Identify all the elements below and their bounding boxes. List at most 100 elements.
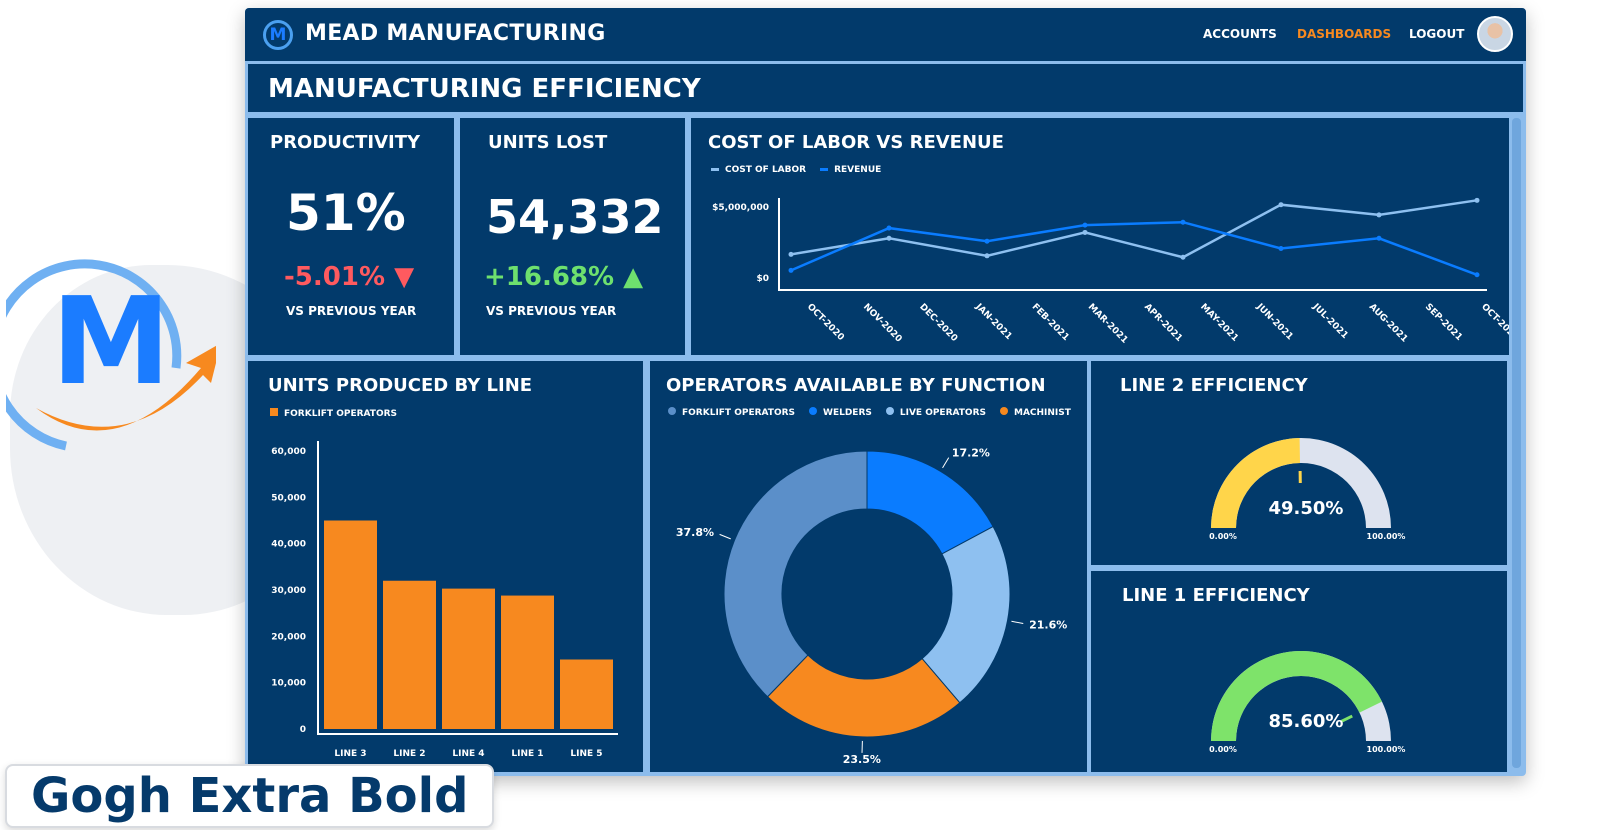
data-point (1376, 212, 1382, 218)
nav-logout[interactable]: LOGOUT (1409, 27, 1465, 41)
series-line (790, 220, 1478, 276)
y-tick-label: $5,000,000 (712, 203, 769, 213)
line1-efficiency-card: LINE 1 EFFICIENCY 85.60% 0.00% 100.00% (1091, 571, 1507, 772)
data-point (1082, 229, 1088, 235)
gauge: 85.60% 0.00% 100.00% (1209, 651, 1405, 754)
y-tick-label: 0 (300, 725, 306, 735)
data-point (1180, 219, 1186, 225)
legend-item: FORKLIFT OPERATORS (270, 408, 397, 419)
card-title: PRODUCTIVITY (270, 132, 421, 153)
comparison-caption: VS PREVIOUS YEAR (486, 304, 617, 318)
axis-line (778, 198, 1487, 291)
brand-logo-icon: M (263, 20, 293, 50)
x-tick-label: DEC-2020 (917, 302, 959, 344)
x-tick-label: AUG-2021 (1367, 302, 1410, 345)
x-tick-label: JUL-2021 (1310, 301, 1350, 341)
data-point (886, 225, 892, 231)
chart-legend: FORKLIFT OPERATORS (270, 408, 397, 419)
svg-text:M: M (51, 273, 170, 412)
x-tick-label: MAR-2021 (1086, 302, 1130, 346)
donut-slice (766, 654, 961, 738)
gauge-fill (1211, 651, 1382, 741)
data-point (1474, 272, 1480, 278)
axis-line (317, 441, 618, 735)
triangle-down-icon: ▼ (394, 262, 415, 292)
data-point (1082, 222, 1088, 228)
gauge-value: 49.50% (1269, 498, 1344, 519)
y-tick-label: 30,000 (271, 586, 306, 596)
legend-item: LIVE OPERATORS (885, 407, 986, 418)
data-point (984, 238, 990, 244)
x-tick-label: LINE 1 (511, 749, 543, 759)
bar (442, 588, 495, 729)
chart-legend: FORKLIFT OPERATORS WELDERS LIVE OPERATORS M… (668, 407, 1071, 418)
x-tick-label: SEP-2021 (1423, 302, 1464, 343)
donut-slice (921, 525, 1011, 704)
x-tick-label: JUN-2021 (1254, 301, 1295, 342)
bar (501, 595, 554, 729)
productivity-value: 51% (286, 184, 406, 242)
card-title: COST OF LABOR VS REVENUE (708, 132, 1004, 153)
data-point (1474, 197, 1480, 203)
page-title: MANUFACTURING EFFICIENCY (268, 74, 701, 104)
data-point (788, 267, 794, 273)
bar (560, 659, 613, 729)
nav-accounts[interactable]: ACCOUNTS (1203, 27, 1277, 41)
gauge: 49.50% 0.00% 100.00% (1209, 438, 1406, 541)
data-point (1376, 235, 1382, 241)
chart-legend: COST OF LABOR REVENUE (711, 165, 881, 175)
x-tick-label: LINE 3 (334, 749, 366, 759)
slice-label: 21.6% (1029, 619, 1067, 632)
font-label: Gogh Extra Bold (5, 764, 495, 828)
triangle-up-icon: ▲ (623, 262, 644, 292)
bar-chart: 0 10,000 20,000 30,000 40,000 50,000 60,000 LIN… (271, 441, 618, 759)
line-chart: $0 $5,000,000 OCT-2020 NOV-2020 DEC-2020 JAN-… (712, 197, 1509, 346)
leader-line (1011, 620, 1024, 625)
dashboard-window: M MEAD MANUFACTURING ACCOUNTS DASHBOARDS… (245, 8, 1526, 776)
page-title-bar: MANUFACTURING EFFICIENCY (248, 64, 1523, 112)
units-lost-value: 54,332 (486, 190, 664, 244)
x-tick-label: FEB-2021 (1030, 302, 1071, 343)
gauge-min-label: 0.00% (1209, 745, 1237, 754)
slice-label: 23.5% (843, 753, 881, 766)
y-tick-label: 60,000 (271, 447, 306, 457)
x-tick-label: JAN-2021 (973, 301, 1014, 342)
data-point (788, 251, 794, 257)
legend-item: FORKLIFT OPERATORS (668, 407, 795, 418)
series-line (790, 199, 1478, 259)
x-tick-label: APR-2021 (1142, 302, 1184, 344)
data-point (1278, 246, 1284, 251)
y-tick-label: 20,000 (271, 632, 306, 642)
data-point (984, 253, 990, 259)
card-title: UNITS PRODUCED BY LINE (268, 375, 533, 396)
legend-item: REVENUE (820, 165, 881, 175)
bar (383, 580, 436, 729)
leader-line (719, 533, 731, 540)
scrollbar[interactable] (1512, 118, 1521, 768)
line2-efficiency-card: LINE 2 EFFICIENCY 49.50% 0.00% 100.00% (1091, 361, 1507, 565)
cost-vs-revenue-card: COST OF LABOR VS REVENUE COST OF LABOR R… (691, 118, 1509, 355)
card-title: LINE 2 EFFICIENCY (1120, 375, 1308, 396)
gauge-max-label: 100.00% (1367, 532, 1406, 541)
legend-item: WELDERS (809, 407, 872, 418)
x-tick-label: OCT-2020 (805, 302, 846, 343)
gauge-min-label: 0.00% (1209, 532, 1237, 541)
x-tick-label: LINE 4 (452, 749, 484, 759)
productivity-card: PRODUCTIVITY 51% -5.01% ▼ VS PREVIOUS YE… (248, 118, 454, 355)
donut-chart: 17.2% 21.6% 23.5% 37.8% (676, 446, 1067, 766)
comparison-caption: VS PREVIOUS YEAR (286, 304, 417, 318)
x-tick-label: MAY-2021 (1198, 302, 1240, 344)
units-lost-delta: +16.68% ▲ (484, 262, 644, 292)
user-avatar[interactable] (1477, 16, 1513, 52)
nav-dashboards[interactable]: DASHBOARDS (1297, 27, 1392, 41)
operators-card: OPERATORS AVAILABLE BY FUNCTION FORKLIFT… (650, 361, 1087, 772)
legend-item: COST OF LABOR (711, 165, 806, 175)
gauge-fill (1211, 438, 1300, 528)
card-title: LINE 1 EFFICIENCY (1122, 585, 1310, 606)
y-tick-label: 10,000 (271, 679, 306, 689)
data-point (886, 235, 892, 241)
units-lost-card: UNITS LOST 54,332 +16.68% ▲ VS PREVIOUS … (460, 118, 685, 355)
y-tick-label: $0 (756, 274, 769, 284)
gauge-value: 85.60% (1269, 711, 1344, 732)
x-tick-label: LINE 2 (393, 749, 425, 759)
